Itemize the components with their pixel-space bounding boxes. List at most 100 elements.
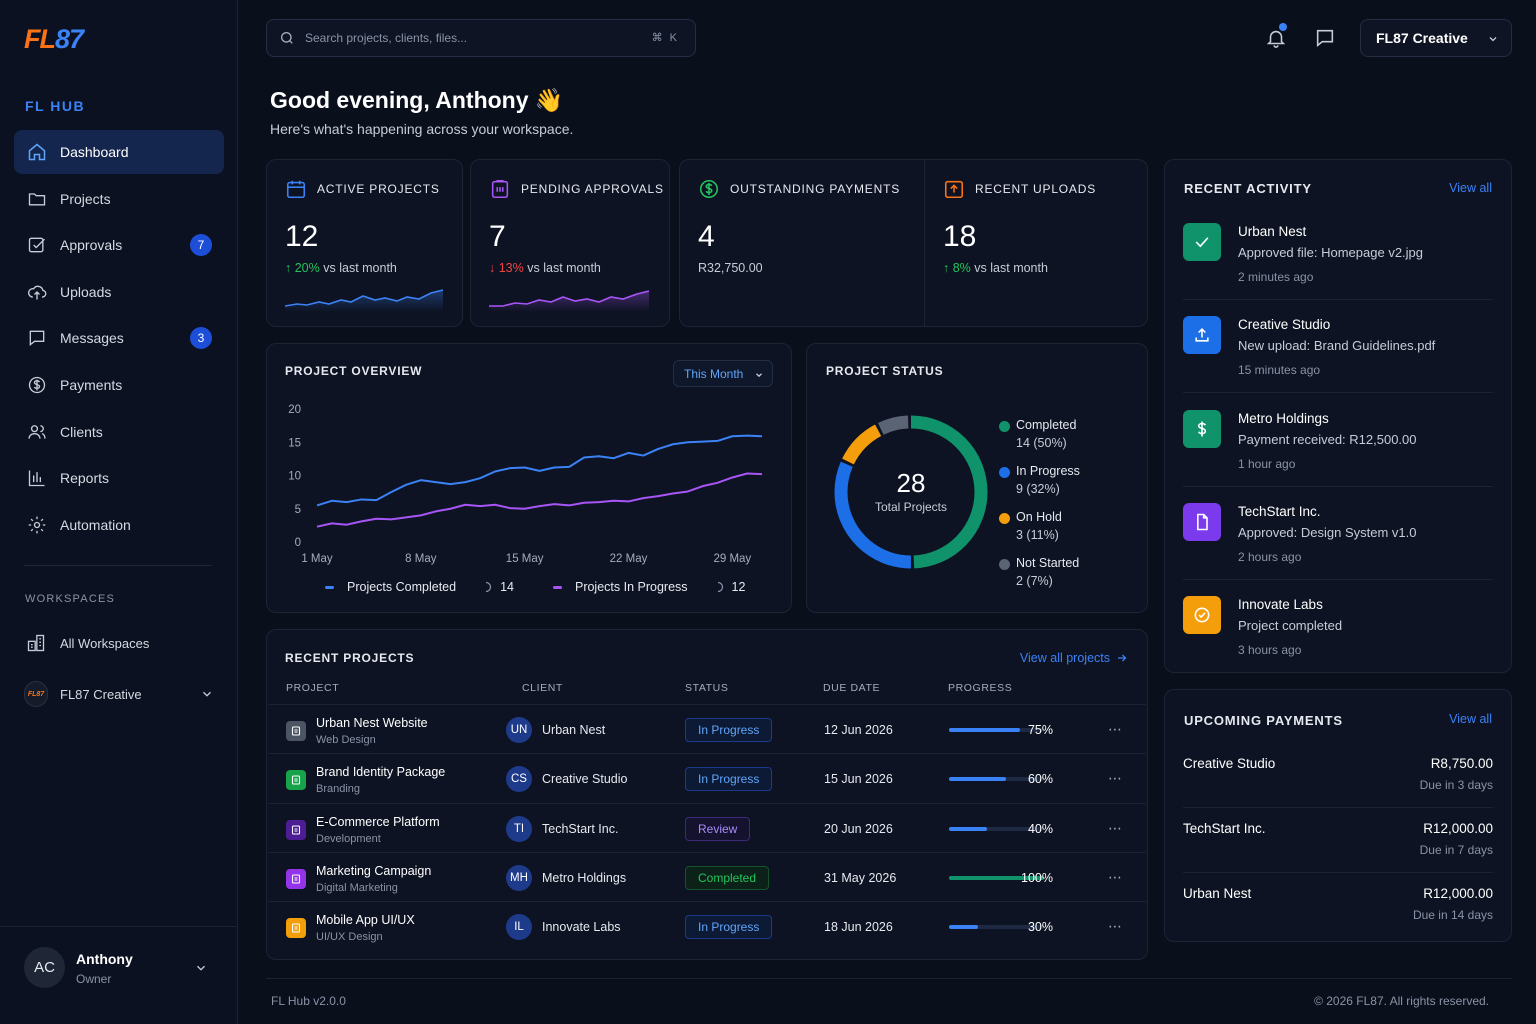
kpi-value: 7 — [489, 220, 506, 253]
more-options-icon[interactable]: ⋯ — [1108, 819, 1123, 836]
project-category: Web Design — [316, 734, 376, 746]
activity-item[interactable]: TechStart Inc. Approved: Design System v1… — [1183, 502, 1493, 583]
project-name[interactable]: Urban Nest Website — [316, 716, 428, 730]
sidebar-item-payments[interactable]: Payments — [14, 363, 224, 407]
activity-item[interactable]: Creative Studio New upload: Brand Guideli… — [1183, 316, 1493, 396]
kpi-delta-value: 20% — [294, 261, 320, 275]
progress-percent: 100% — [1021, 870, 1053, 885]
series-line-completed — [316, 434, 763, 507]
more-options-icon[interactable]: ⋯ — [1108, 721, 1123, 737]
more-options-icon[interactable]: ⋯ — [1108, 918, 1123, 935]
project-name[interactable]: Brand Identity Package — [316, 765, 446, 780]
workspace-switcher[interactable]: FL87 Creative — [1360, 19, 1512, 57]
project-icon — [286, 918, 306, 939]
search-bar[interactable]: ⌘ K — [266, 19, 696, 57]
activity-item[interactable]: Metro Holdings Payment received: R12,500.… — [1183, 409, 1493, 490]
sidebar-item-messages[interactable]: Messages 3 — [14, 316, 224, 360]
kpi-delta-text: vs last month — [323, 261, 397, 275]
legend-value-completed: 14 — [500, 580, 514, 594]
x-tick-label: 1 May — [301, 553, 333, 565]
page-title: Good evening, Anthony 👋 — [270, 87, 564, 113]
donut-slice-completed — [834, 415, 988, 569]
kpi-card-recent-uploads[interactable]: RECENT UPLOADS 18 ↑ 8% vs last month — [925, 160, 1147, 326]
arrow-right-icon — [1116, 652, 1128, 664]
column-header-progress: PROGRESS — [948, 682, 1013, 694]
notifications-button[interactable] — [1265, 23, 1287, 49]
sparkline-active-projects — [285, 289, 444, 312]
status-badge: In Progress — [685, 767, 773, 792]
legend-value: 3 (11%) — [1016, 527, 1059, 542]
table-row[interactable]: Marketing Campaign Digital Marketing MH Met… — [268, 851, 1146, 901]
chevron-down-icon[interactable] — [194, 961, 208, 975]
recent-projects-title: RECENT PROJECTS — [285, 651, 415, 665]
messages-button[interactable] — [1314, 27, 1336, 49]
project-name[interactable]: Marketing Campaign — [316, 863, 432, 878]
due-date: 31 May 2026 — [824, 870, 897, 885]
sidebar-item-projects[interactable]: Projects — [14, 177, 224, 221]
kpi-card-active-projects[interactable]: ACTIVE PROJECTS 12 ↑ 20% vs last month — [266, 159, 463, 327]
activity-title: Urban Nest — [1238, 224, 1307, 239]
progress-bar-fill — [949, 728, 1021, 732]
more-options-icon[interactable]: ⋯ — [1108, 868, 1123, 885]
payment-due: Due in 14 days — [1412, 908, 1493, 922]
range-dropdown[interactable]: This Month — [673, 360, 773, 387]
sparkline-pending-approvals — [489, 290, 650, 312]
dollar-circle-icon — [698, 178, 720, 200]
legend-dot — [999, 559, 1010, 570]
kpi-card-pending-approvals[interactable]: PENDING APPROVALS 7 ↓ 13% vs last month — [470, 159, 670, 327]
kpi-value: 4 — [698, 220, 715, 253]
sidebar-item-approvals[interactable]: Approvals 7 — [14, 223, 224, 267]
kpi-delta: ↑ 20% vs last month — [285, 261, 397, 275]
sidebar-item-dashboard[interactable]: Dashboard — [14, 130, 224, 174]
kpi-card-group: OUTSTANDING PAYMENTS 4 R32,750.00 RECENT… — [679, 159, 1148, 327]
progress-bar — [949, 728, 1044, 732]
footer-copyright: © 2026 FL87. All rights reserved. — [1314, 994, 1489, 1008]
all-workspaces-link[interactable]: All Workspaces — [24, 628, 214, 658]
workspaces-label: WORKSPACES — [25, 593, 116, 605]
table-row[interactable]: Urban Nest Website Web Design UN Urban Nest… — [268, 704, 1146, 753]
table-row[interactable]: Brand Identity Package Branding CS Creative… — [268, 753, 1146, 802]
client-name: Metro Holdings — [542, 870, 627, 885]
sidebar-item-uploads[interactable]: Uploads — [14, 270, 224, 314]
activity-item[interactable]: Innovate Labs Project completed 3 hours ag… — [1183, 596, 1493, 676]
approvals-count-badge: 7 — [190, 234, 212, 257]
project-name[interactable]: E-Commerce Platform — [316, 814, 440, 829]
legend-value: 2 (7%) — [1016, 573, 1053, 588]
recent-projects-card: RECENT PROJECTS View all projects PROJEC… — [266, 629, 1148, 960]
search-input[interactable] — [305, 31, 625, 45]
project-name[interactable]: Mobile App UI/UX — [316, 913, 415, 928]
legend-dot — [999, 421, 1010, 432]
fl87-logo[interactable]: FL87 — [24, 24, 84, 54]
table-row[interactable]: Mobile App UI/UX UI/UX Design IL Innovate L… — [268, 901, 1146, 950]
payment-item[interactable]: Urban Nest R12,000.00 Due in 14 days — [1183, 886, 1493, 946]
legend-label: Completed — [1016, 418, 1077, 432]
sidebar-item-reports[interactable]: Reports — [14, 456, 224, 500]
current-workspace-selector[interactable]: FL87 FL87 Creative — [24, 679, 214, 709]
sidebar-item-automation[interactable]: Automation — [14, 503, 224, 547]
activity-title: Innovate Labs — [1238, 597, 1323, 613]
bar-chart-icon — [26, 467, 48, 489]
payment-amount: R12,000.00 — [1423, 886, 1493, 901]
all-workspaces-label: All Workspaces — [60, 635, 150, 651]
user-profile[interactable]: AC Anthony Owner — [0, 926, 238, 1024]
view-all-payments-link[interactable]: View all — [1449, 712, 1492, 726]
payment-client: TechStart Inc. — [1183, 821, 1266, 836]
more-options-icon[interactable]: ⋯ — [1108, 770, 1123, 787]
due-date: 18 Jun 2026 — [824, 920, 893, 935]
message-icon — [26, 327, 48, 349]
table-row[interactable]: E-Commerce Platform Development TI TechStar… — [268, 802, 1146, 852]
sidebar-item-label: Reports — [60, 470, 110, 487]
view-all-projects-link[interactable]: View all projects — [1020, 651, 1128, 665]
status-legend-completed: Completed 14 (50%) — [999, 417, 1077, 452]
kpi-card-outstanding-payments[interactable]: OUTSTANDING PAYMENTS 4 R32,750.00 — [680, 160, 924, 326]
client-avatar: MH — [506, 864, 532, 891]
payment-item[interactable]: Creative Studio R8,750.00 Due in 3 days — [1183, 756, 1493, 816]
payment-item[interactable]: TechStart Inc. R12,000.00 Due in 7 days — [1183, 821, 1493, 881]
activity-description: New upload: Brand Guidelines.pdf — [1238, 338, 1436, 354]
activity-time: 2 minutes ago — [1238, 270, 1314, 284]
view-all-activity-link[interactable]: View all — [1449, 181, 1492, 195]
sidebar-divider — [24, 565, 212, 566]
activity-item[interactable]: Urban Nest Approved file: Homepage v2.jpg… — [1183, 223, 1493, 303]
sidebar-item-clients[interactable]: Clients — [14, 410, 224, 454]
donut-center-value: 28 — [896, 468, 926, 498]
